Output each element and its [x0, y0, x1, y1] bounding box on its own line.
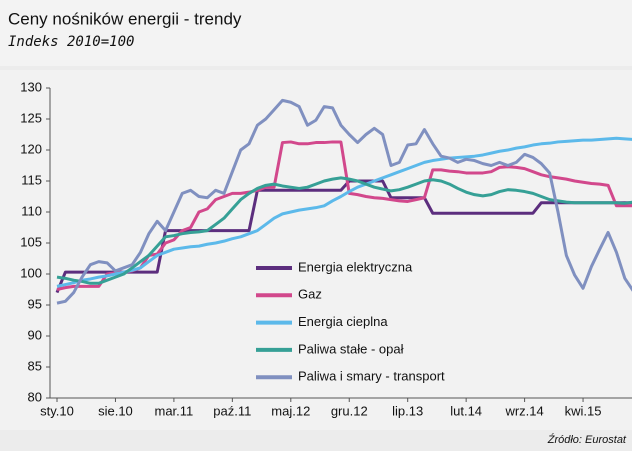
- y-tick-label: 80: [28, 389, 42, 404]
- y-tick-label: 105: [20, 234, 42, 249]
- series-line: [56, 98, 632, 305]
- legend-label: Paliwa i smary - transport: [298, 369, 445, 384]
- y-tick-label: 95: [28, 296, 42, 311]
- y-tick-label: 130: [20, 79, 42, 94]
- legend-label: Energia cieplna: [298, 314, 388, 329]
- x-tick-label: sty.10: [40, 403, 74, 418]
- y-tick-label: 120: [20, 141, 42, 156]
- series-line: [56, 136, 632, 288]
- header: [0, 0, 632, 66]
- x-tick-label: kwi.15: [565, 403, 602, 418]
- x-tick-label: mar.11: [155, 403, 194, 418]
- chart-subtitle: Indeks 2010=100: [8, 34, 134, 50]
- y-tick-label: 90: [28, 327, 42, 342]
- x-tick-label: paź.11: [213, 403, 251, 418]
- y-tick-label: 125: [20, 110, 42, 125]
- x-tick-label: lip.13: [392, 403, 423, 418]
- legend-label: Paliwa stałe - opał: [298, 341, 404, 356]
- y-tick-label: 100: [20, 265, 42, 280]
- series-line: [55, 179, 632, 294]
- legend-label: Energia elektryczna: [298, 259, 413, 274]
- legend-label: Gaz: [298, 287, 322, 302]
- y-tick-label: 115: [21, 172, 42, 187]
- source: Źródło: Eurostat: [547, 433, 627, 446]
- y-tick-label: 110: [21, 203, 42, 218]
- plot-background: [0, 70, 632, 430]
- series-line: [56, 140, 632, 291]
- x-tick-label: wrz.14: [504, 403, 543, 418]
- x-tick-label: sie.10: [98, 403, 133, 418]
- y-tick-label: 85: [28, 358, 42, 373]
- x-tick-label: lut.14: [450, 403, 482, 418]
- series-line: [56, 176, 632, 285]
- x-tick-label: gru.12: [331, 403, 368, 418]
- x-tick-label: maj.12: [271, 403, 310, 418]
- chart-title: Ceny nośników energii - trendy: [8, 9, 242, 28]
